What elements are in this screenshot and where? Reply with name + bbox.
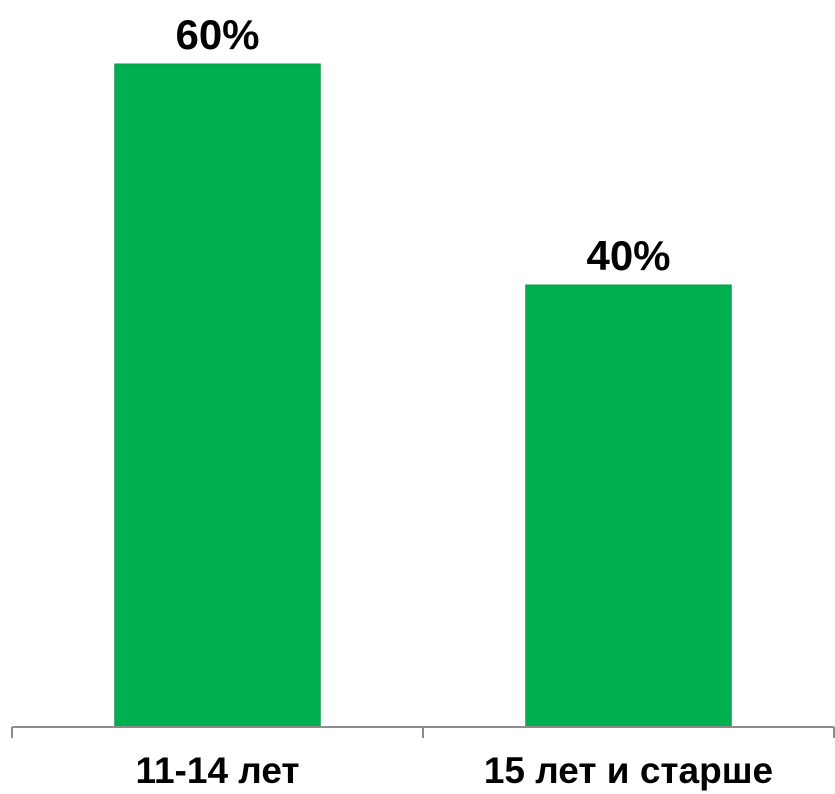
bar (114, 63, 321, 728)
value-label: 60% (175, 11, 259, 58)
value-label: 40% (586, 232, 670, 279)
x-tick-label: 15 лет и старше (484, 750, 773, 791)
x-tick-label: 11-14 лет (135, 750, 299, 791)
bar (525, 284, 732, 728)
